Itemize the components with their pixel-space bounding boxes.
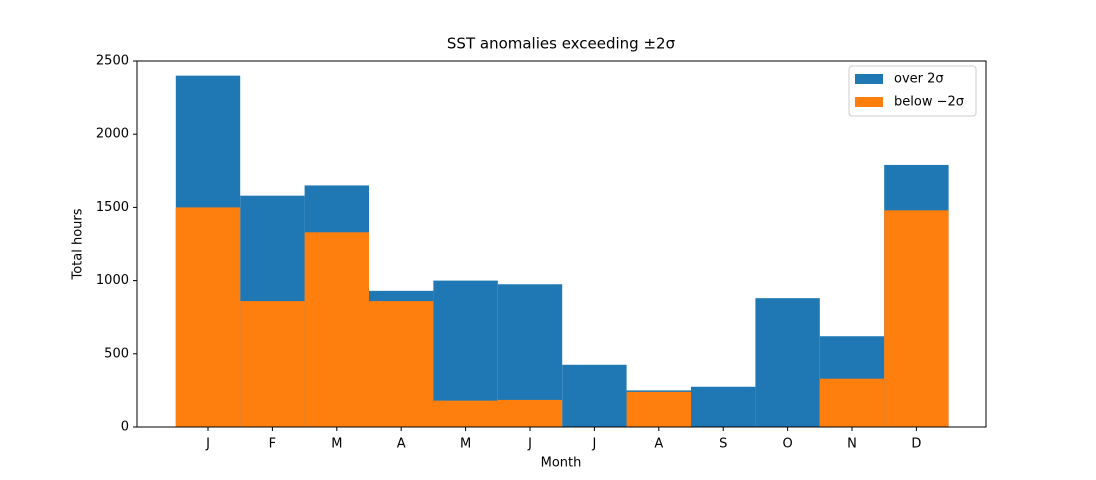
legend-label: below −2σ <box>894 95 964 110</box>
x-tick-label: J <box>591 437 596 452</box>
bar <box>304 232 369 427</box>
legend-swatch <box>855 74 883 84</box>
legend-swatch <box>855 97 883 107</box>
x-axis-label: Month <box>541 456 582 471</box>
bar <box>175 207 241 427</box>
y-tick-label: 500 <box>104 346 129 361</box>
y-tick-label: 1500 <box>96 200 129 215</box>
y-tick-label: 0 <box>121 420 129 435</box>
x-tick-label: F <box>269 437 276 452</box>
x-tick-label: N <box>847 437 857 452</box>
plot-frame <box>136 60 987 428</box>
x-tick-label: M <box>331 437 342 452</box>
y-axis-label: Total hours <box>71 208 86 280</box>
bar <box>497 399 563 427</box>
bar <box>691 386 756 427</box>
x-tick-label: D <box>911 437 921 452</box>
bar <box>755 298 820 427</box>
bar <box>240 301 305 427</box>
y-tick-label: 2500 <box>96 54 129 69</box>
chart-title: SST anomalies exceeding ±2σ <box>447 35 676 53</box>
bar <box>369 301 434 427</box>
bar <box>819 378 885 427</box>
legend-label: over 2σ <box>894 72 944 87</box>
x-tick-label: S <box>719 437 727 452</box>
bar <box>884 210 949 427</box>
x-tick-label: J <box>205 437 210 452</box>
legend: over 2σ below −2σ <box>848 65 977 117</box>
bar <box>562 364 627 427</box>
x-tick-label: O <box>782 437 792 452</box>
x-tick-label: J <box>527 437 532 452</box>
x-tick-label: A <box>654 437 663 452</box>
bar <box>433 400 498 427</box>
x-tick-label: M <box>460 437 471 452</box>
y-tick-label: 1000 <box>96 273 129 288</box>
x-tick-label: A <box>397 437 406 452</box>
bar <box>626 391 691 427</box>
y-tick-label: 2000 <box>96 127 129 142</box>
